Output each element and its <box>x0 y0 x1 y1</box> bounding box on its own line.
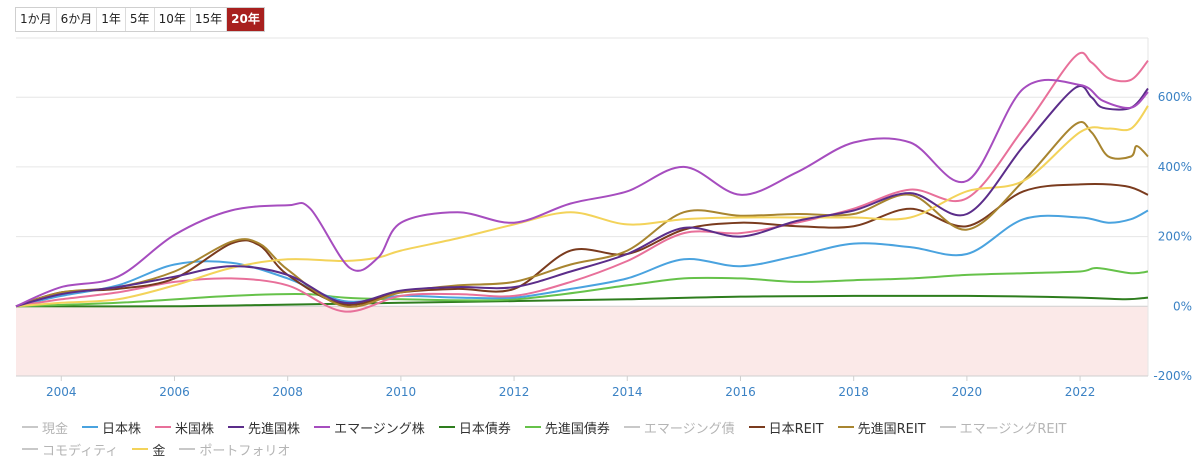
negative-region <box>16 306 1148 376</box>
series-lines <box>15 51 1149 313</box>
x-tick-label: 2018 <box>838 385 869 399</box>
legend-swatch <box>314 426 331 428</box>
legend-item-1[interactable]: 日本株 <box>82 418 142 437</box>
legend-label: コモディティ <box>42 443 119 459</box>
legend-item-9[interactable]: 先進国REIT <box>837 418 926 437</box>
range-tabs: 1か月 6か月 1年 5年 10年 15年 20年 <box>15 7 265 32</box>
legend-item-0[interactable]: 現金 <box>22 418 69 437</box>
legend-item-7[interactable]: エマージング債 <box>623 418 735 437</box>
legend-label: 先進国株 <box>248 421 301 437</box>
legend-swatch <box>22 448 38 450</box>
legend-item-12[interactable]: 金 <box>132 440 166 459</box>
y-tick-label: 0% <box>1173 299 1192 313</box>
series-line-4 <box>15 78 1149 308</box>
legend-swatch <box>524 426 541 428</box>
legend-swatch <box>132 448 149 450</box>
legend-label: 先進国REIT <box>857 421 926 437</box>
range-tab-2[interactable]: 1年 <box>97 8 126 31</box>
x-tick-label: 2006 <box>159 385 190 399</box>
series-line-12 <box>15 105 1149 308</box>
legend-swatch <box>228 426 245 428</box>
legend-swatch <box>179 448 196 450</box>
legend-label: 日本債券 <box>458 421 511 437</box>
series-line-2 <box>15 51 1149 313</box>
legend-swatch <box>155 426 172 428</box>
x-tick-label: 2008 <box>272 385 303 399</box>
legend-label: 日本REIT <box>768 421 824 437</box>
legend-item-11[interactable]: コモディティ <box>22 440 119 459</box>
legend-item-10[interactable]: エマージングREIT <box>939 418 1067 437</box>
legend-item-13[interactable]: ポートフォリオ <box>179 440 291 459</box>
legend-item-8[interactable]: 日本REIT <box>748 418 824 437</box>
legend-swatch <box>438 426 455 428</box>
x-tick-label: 2016 <box>725 385 756 399</box>
legend-label: エマージングREIT <box>959 421 1067 437</box>
legend-swatch <box>837 426 854 428</box>
y-tick-label: 400% <box>1158 160 1192 174</box>
legend-label: ポートフォリオ <box>199 443 291 459</box>
y-tick-label: -200% <box>1153 369 1192 383</box>
x-tick-label: 2022 <box>1065 385 1096 399</box>
legend-label: 米国株 <box>175 421 215 437</box>
series-line-8 <box>15 183 1149 308</box>
legend-label: 先進国債券 <box>544 421 610 437</box>
legend-label: 金 <box>152 443 166 459</box>
legend-item-5[interactable]: 日本債券 <box>438 418 511 437</box>
legend-swatch <box>82 426 99 428</box>
x-tick-label: 2014 <box>612 385 643 399</box>
range-tab-5[interactable]: 15年 <box>190 8 228 31</box>
legend-label: 日本株 <box>102 421 142 437</box>
legend-item-4[interactable]: エマージング株 <box>314 418 425 437</box>
legend: 現金 日本株 米国株 先進国株 エマージング株 日本債券 先進国債券 エマージング債 日本REI… <box>22 418 1182 459</box>
x-tick-label: 2020 <box>952 385 983 399</box>
legend-item-2[interactable]: 米国株 <box>155 418 215 437</box>
legend-label: 現金 <box>42 421 69 437</box>
legend-label: エマージング株 <box>334 421 425 437</box>
range-tab-1[interactable]: 6か月 <box>56 8 98 31</box>
range-tab-4[interactable]: 10年 <box>154 8 191 31</box>
y-tick-label: 600% <box>1158 90 1192 104</box>
series-line-1 <box>15 209 1149 308</box>
legend-item-6[interactable]: 先進国債券 <box>524 418 610 437</box>
range-tab-6[interactable]: 20年 <box>227 8 264 31</box>
legend-swatch <box>623 426 640 428</box>
chart-svg: 2004 2006 2008 2010 2012 2014 2016 2018 2020 2022… <box>15 37 1192 399</box>
y-axis: 600% 400% 200% 0% -200% <box>1153 90 1192 383</box>
series-line-3 <box>15 85 1149 308</box>
series-line-5 <box>15 294 1149 308</box>
x-axis: 2004 2006 2008 2010 2012 2014 2016 2018 2020 2022 <box>16 375 1148 399</box>
x-tick-label: 2004 <box>46 385 77 399</box>
x-tick-label: 2012 <box>499 385 530 399</box>
legend-label: エマージング債 <box>643 421 735 437</box>
legend-swatch <box>22 426 38 428</box>
x-tick-label: 2010 <box>386 385 417 399</box>
range-tab-0[interactable]: 1か月 <box>16 8 57 31</box>
legend-swatch <box>748 426 765 428</box>
negative-band <box>16 306 1148 376</box>
legend-item-3[interactable]: 先進国株 <box>228 418 301 437</box>
y-tick-label: 200% <box>1158 230 1192 244</box>
range-tab-3[interactable]: 5年 <box>125 8 155 31</box>
series-line-6 <box>15 266 1149 308</box>
legend-swatch <box>939 426 956 428</box>
